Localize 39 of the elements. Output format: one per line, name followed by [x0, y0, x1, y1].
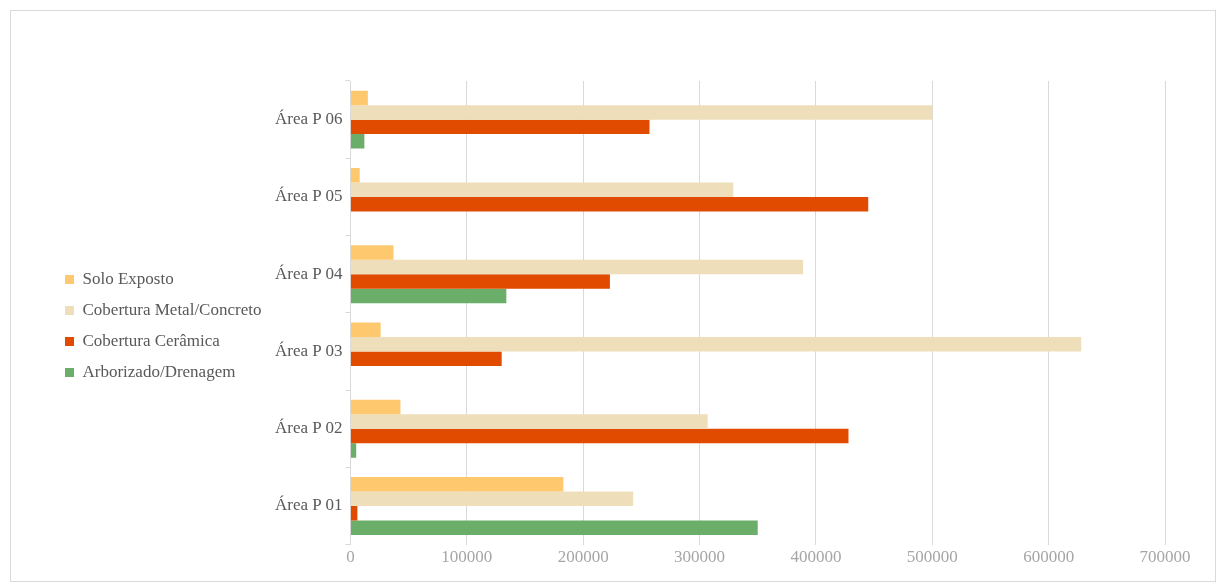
y-tick-label: Área P 03	[275, 340, 343, 360]
x-tick-label: 600000	[1023, 547, 1075, 567]
y-tick-label: Área P 01	[275, 495, 343, 515]
bar	[350, 336, 1082, 352]
legend-label: Cobertura Metal/Concreto	[82, 299, 262, 319]
bar	[350, 399, 401, 415]
x-tick-label: 700000	[1139, 547, 1191, 567]
legend-label: Arborizado/Drenagem	[82, 361, 236, 381]
y-tick-label: Área P 04	[275, 263, 343, 283]
x-tick-label: 200000	[557, 547, 609, 567]
x-tick-label: 500000	[906, 547, 958, 567]
x-tick-label: 0	[346, 547, 355, 567]
bar	[350, 414, 708, 429]
bar	[350, 259, 804, 275]
x-tick-label: 400000	[790, 547, 842, 567]
bar	[350, 196, 869, 212]
x-tick-label: 100000	[441, 547, 493, 567]
x-tick-label: 300000	[674, 547, 726, 567]
y-tick-label: Área P 05	[275, 186, 343, 206]
y-tick-label: Área P 06	[275, 109, 343, 129]
bar	[350, 476, 564, 492]
bar	[350, 274, 610, 289]
bar	[350, 167, 360, 183]
bar	[350, 322, 381, 337]
legend-label: Cobertura Cerâmica	[82, 330, 221, 350]
bar	[350, 90, 368, 106]
bar	[350, 351, 502, 366]
bar	[350, 245, 394, 260]
bar	[350, 288, 507, 304]
bar	[350, 119, 650, 135]
bar	[350, 428, 849, 444]
y-tick-label: Área P 02	[275, 418, 343, 438]
bar	[350, 134, 365, 149]
bar	[350, 443, 357, 458]
bar	[350, 105, 933, 120]
legend-label: Solo Exposto	[82, 268, 174, 288]
bar	[350, 520, 758, 535]
bar	[350, 182, 734, 197]
bar	[350, 491, 634, 506]
